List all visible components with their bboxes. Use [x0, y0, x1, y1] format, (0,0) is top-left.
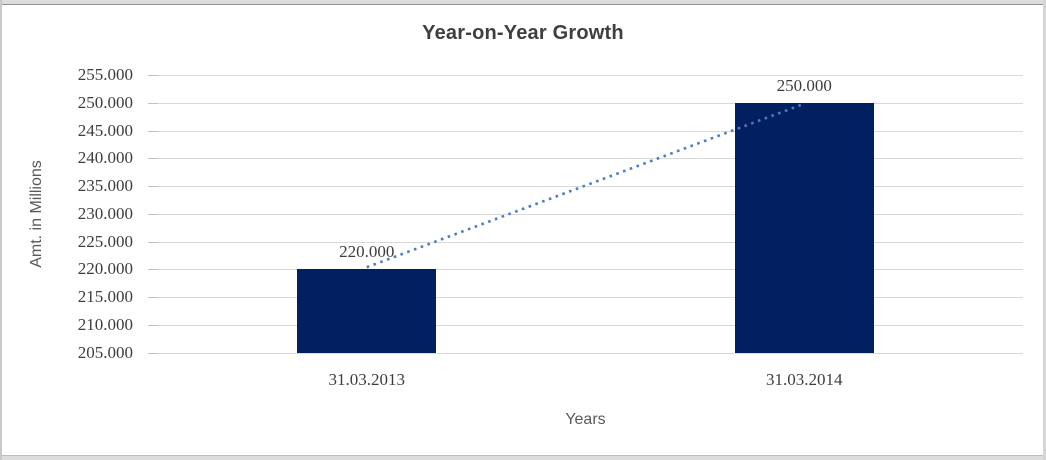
- x-axis-category-label: 31.03.2014: [766, 369, 843, 389]
- bar-value-label: 220.000: [339, 242, 395, 262]
- bar-value-label: 250.000: [776, 75, 832, 95]
- y-axis-tick-mark: [148, 213, 158, 215]
- y-gridline: [148, 102, 1023, 104]
- chart-border-right: [1043, 0, 1046, 460]
- y-axis-tick-mark: [148, 75, 158, 76]
- y-gridline: [148, 269, 1023, 271]
- chart-border-top: [0, 0, 1046, 5]
- chart-border-left: [0, 0, 2, 460]
- chart-border-bottom: [0, 455, 1046, 460]
- plot-area: 220.000 250.000 31.03.2013 31.03.2014: [148, 75, 1023, 389]
- y-gridline: [148, 213, 1023, 215]
- y-axis-tick-label: 225.000: [77, 231, 133, 251]
- y-gridline: [148, 130, 1023, 132]
- y-axis-tick-mark: [148, 102, 158, 104]
- y-axis-tick-label: 215.000: [77, 287, 133, 306]
- y-axis-tick-label: 250.000: [77, 92, 133, 112]
- y-axis-tick-label: 210.000: [77, 314, 133, 334]
- trendline: [366, 102, 805, 269]
- y-gridline: [148, 158, 1023, 160]
- x-axis-title: Years: [565, 411, 606, 428]
- y-axis-tick-label: 255.000: [77, 65, 133, 84]
- y-gridline: [148, 352, 1023, 354]
- x-axis-category-label: 31.03.2013: [328, 369, 406, 389]
- y-axis-tick-mark: [148, 158, 158, 160]
- y-axis-tick-label: 230.000: [77, 203, 133, 223]
- y-axis-tick-mark: [148, 130, 158, 132]
- y-axis-tick-labels: 255.000 250.000 245.000 240.000 235.000 230.0…: [36, 65, 133, 362]
- y-axis-tick-mark: [148, 186, 158, 187]
- y-gridline: [148, 186, 1023, 187]
- bar: [734, 102, 874, 353]
- y-axis-tick-mark: [148, 241, 158, 243]
- y-axis-tick-mark: [148, 297, 158, 298]
- y-axis-tick-label: 240.000: [77, 148, 133, 168]
- y-axis-tick-mark: [148, 324, 158, 326]
- y-axis-tick-mark: [148, 269, 158, 271]
- y-gridline: [148, 297, 1023, 298]
- y-axis-tick-label: 245.000: [77, 120, 133, 140]
- y-gridline: [148, 324, 1023, 326]
- y-axis-tick-label: 220.000: [77, 259, 133, 279]
- y-axis-tick-label: 205.000: [77, 342, 133, 362]
- y-axis-tick-mark: [148, 352, 158, 354]
- chart-title: Year-on-Year Growth: [422, 22, 624, 44]
- y-gridline: [148, 241, 1023, 243]
- y-axis-tick-label: 235.000: [77, 176, 133, 195]
- bar: [297, 269, 437, 353]
- y-gridline: [148, 75, 1023, 76]
